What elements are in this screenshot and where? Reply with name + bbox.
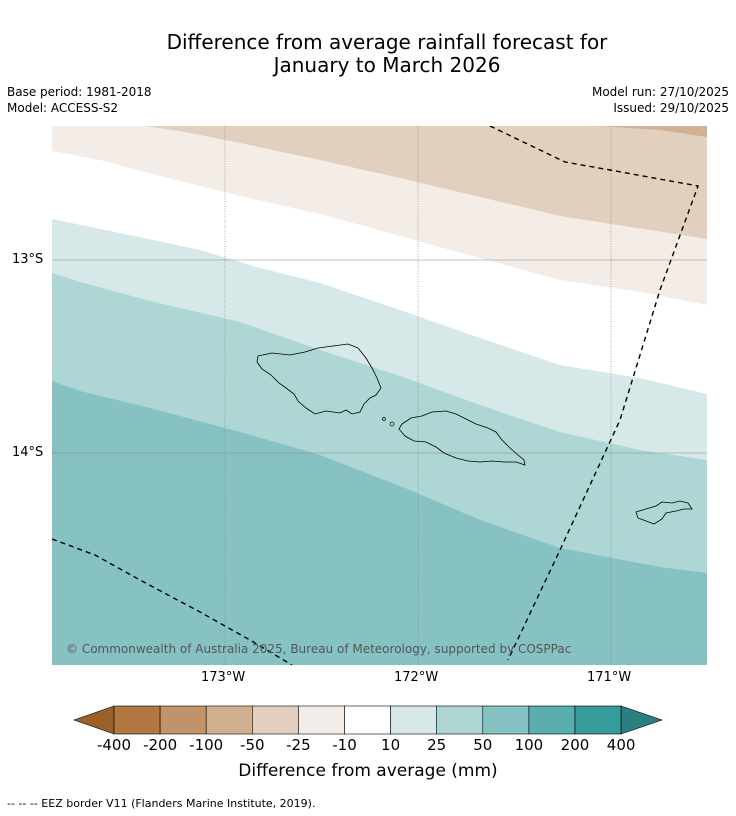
- lon-label-171w: 171°W: [587, 670, 632, 685]
- lon-label-172w: 172°W: [394, 670, 439, 685]
- band-minus-25-to-minus-50: [145, 126, 707, 239]
- colorbar-tick-label: -100: [189, 736, 224, 754]
- colorbar-tick-label: -50: [240, 736, 265, 754]
- colorbar-tick-label: -200: [143, 736, 178, 754]
- colorbar-tick-label: -400: [96, 736, 132, 754]
- colorbar-swatch: [344, 705, 391, 735]
- meta-right: Model run: 27/10/2025 Issued: 29/10/2025: [592, 84, 729, 116]
- title-line-1: Difference from average rainfall forecas…: [166, 30, 608, 54]
- eez-footnote: -- -- -- EEZ border V11 (Flanders Marine…: [7, 797, 316, 810]
- colorbar-tick-label: -25: [286, 736, 311, 754]
- colorbar-swatch: [159, 705, 207, 735]
- colorbar-tick-label: -10: [332, 736, 357, 754]
- lat-label-13s: 13°S: [12, 252, 44, 267]
- issued-date: Issued: 29/10/2025: [613, 101, 729, 115]
- colorbar-swatch: [252, 705, 299, 735]
- colorbar-tick-label: 50: [473, 736, 493, 754]
- band-minus-50-to-minus-100: [600, 126, 707, 137]
- colorbar-tick-label: 200: [560, 736, 590, 754]
- model-name: Model: ACCESS-S2: [7, 101, 119, 115]
- manono-island: [382, 417, 386, 421]
- meta-left: Base period: 1981-2018 Model: ACCESS-S2: [7, 84, 152, 116]
- title-line-2: January to March 2026: [273, 53, 501, 77]
- colorbar-tick-label: 25: [427, 736, 447, 754]
- colorbar-swatch: [205, 705, 253, 735]
- colorbar-extend-high: [620, 705, 663, 735]
- eez-border-southwest: [52, 538, 293, 665]
- savaii-island: [256, 343, 382, 415]
- map-panel: © Commonwealth of Australia 2025, Bureau…: [52, 126, 707, 665]
- colorbar-extend-low: [73, 705, 115, 735]
- tutuila-island: [635, 500, 693, 525]
- colorbar: [73, 705, 663, 735]
- gridlines: [52, 126, 707, 665]
- eez-border-east: [489, 126, 699, 661]
- base-period: Base period: 1981-2018: [7, 85, 152, 99]
- colorbar-title: Difference from average (mm): [238, 761, 498, 781]
- colorbar-tick-label: 400: [606, 736, 636, 754]
- lat-label-14s: 14°S: [12, 445, 44, 460]
- colorbar-tick-label: 10: [381, 736, 401, 754]
- colorbar-swatch: [574, 705, 622, 735]
- apolima-island: [389, 421, 395, 427]
- colorbar-swatch: [528, 705, 576, 735]
- upolu-island: [398, 410, 526, 466]
- map-title: Difference from average rainfall forecas…: [0, 31, 736, 77]
- model-run: Model run: 27/10/2025: [591, 85, 729, 99]
- colorbar-swatch: [482, 705, 530, 735]
- colorbar-swatch: [298, 705, 345, 735]
- colorbar-swatch: [113, 705, 161, 735]
- colorbar-tick-label: 100: [514, 736, 544, 754]
- colorbar-swatch: [436, 705, 484, 735]
- colorbar-swatch: [390, 705, 438, 735]
- copyright-notice: © Commonwealth of Australia 2025, Bureau…: [66, 642, 571, 656]
- lon-label-173w: 173°W: [201, 670, 246, 685]
